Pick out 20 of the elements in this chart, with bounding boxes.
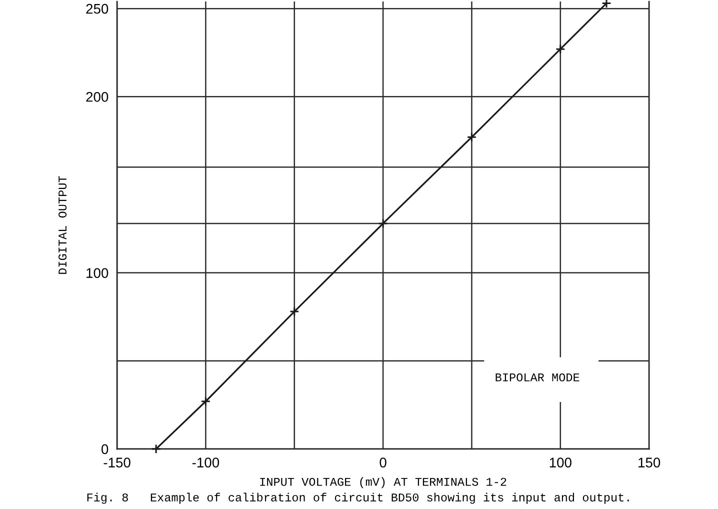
caption: Fig. 8 Example of calibration of circuit BD50 showing its input and output.	[87, 492, 629, 504]
point	[555, 44, 566, 54]
annotation: BIPOLAR MODE	[496, 373, 580, 382]
x-tick-label: -150	[104, 458, 130, 468]
x-tick-label: 100	[550, 458, 572, 468]
point	[151, 444, 161, 454]
y-axis-title: DIGITAL OUTPUT	[58, 176, 67, 274]
y-tick-label: 100	[86, 268, 108, 278]
point	[602, 0, 612, 8]
x-tick-label: 150	[638, 458, 660, 468]
x-tick-label: 0	[380, 458, 386, 468]
y-tick-label: 0	[102, 444, 108, 454]
point	[200, 396, 211, 406]
y-tick-label: 250	[86, 4, 108, 14]
x-axis-title: INPUT VOLTAGE (mV) AT TERMINALS 1-2	[260, 477, 506, 488]
x-tick-label: -100	[192, 458, 220, 468]
point	[289, 306, 300, 316]
point	[378, 218, 388, 228]
y-tick-label: 200	[86, 92, 108, 102]
point	[466, 132, 477, 142]
